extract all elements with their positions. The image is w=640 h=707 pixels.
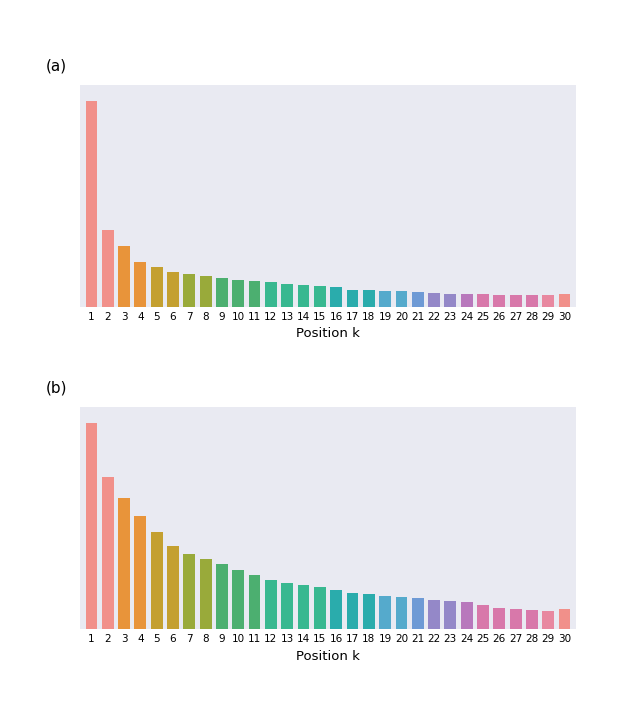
Bar — [200, 559, 211, 629]
Bar — [330, 590, 342, 629]
Bar — [445, 602, 456, 629]
Bar — [216, 564, 228, 629]
Bar — [118, 246, 130, 307]
Bar — [86, 101, 97, 307]
Bar — [249, 281, 260, 307]
Bar — [559, 609, 570, 629]
Bar — [151, 267, 163, 307]
Bar — [412, 598, 424, 629]
Bar — [526, 295, 538, 307]
Bar — [167, 272, 179, 307]
Bar — [86, 423, 97, 629]
Bar — [265, 580, 276, 629]
Bar — [298, 286, 309, 307]
Bar — [380, 291, 391, 307]
Bar — [282, 583, 293, 629]
Bar — [184, 554, 195, 629]
Bar — [396, 597, 407, 629]
Bar — [102, 477, 114, 629]
Bar — [314, 587, 326, 629]
Bar — [232, 570, 244, 629]
Bar — [445, 293, 456, 307]
Bar — [167, 546, 179, 629]
Bar — [363, 595, 374, 629]
Text: (a): (a) — [45, 59, 67, 74]
Bar — [151, 532, 163, 629]
Bar — [298, 585, 309, 629]
Bar — [282, 284, 293, 307]
X-axis label: Position k: Position k — [296, 650, 360, 662]
Bar — [461, 293, 472, 307]
Bar — [102, 230, 114, 307]
Bar — [396, 291, 407, 307]
Bar — [380, 596, 391, 629]
Bar — [314, 286, 326, 307]
X-axis label: Position k: Position k — [296, 327, 360, 341]
Bar — [477, 604, 489, 629]
Bar — [363, 290, 374, 307]
Bar — [477, 293, 489, 307]
Bar — [232, 280, 244, 307]
Bar — [249, 575, 260, 629]
Bar — [542, 295, 554, 307]
Bar — [509, 609, 522, 629]
Bar — [509, 295, 522, 307]
Bar — [184, 274, 195, 307]
Bar — [493, 607, 505, 629]
Bar — [216, 279, 228, 307]
Bar — [461, 602, 472, 629]
Bar — [347, 290, 358, 307]
Bar — [542, 611, 554, 629]
Bar — [265, 282, 276, 307]
Bar — [428, 600, 440, 629]
Text: (b): (b) — [45, 381, 67, 396]
Bar — [200, 276, 211, 307]
Bar — [493, 295, 505, 307]
Bar — [428, 293, 440, 307]
Bar — [526, 609, 538, 629]
Bar — [134, 262, 147, 307]
Bar — [330, 288, 342, 307]
Bar — [347, 593, 358, 629]
Bar — [118, 498, 130, 629]
Bar — [559, 293, 570, 307]
Bar — [134, 516, 147, 629]
Bar — [412, 291, 424, 307]
